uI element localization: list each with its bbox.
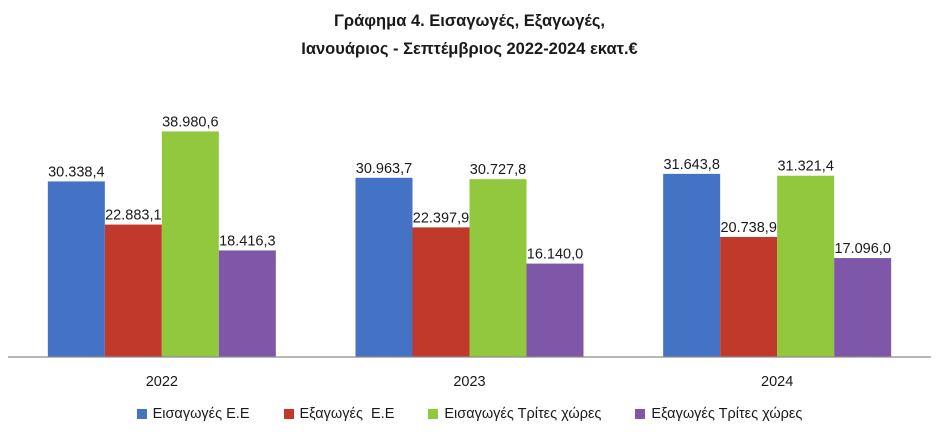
legend-label-3: Εισαγωγές Τρίτες χώρες	[444, 406, 602, 422]
legend-label-1: Εισαγωγές Ε.Ε	[152, 406, 250, 422]
data-label-2022-series-4: 18.416,3	[219, 233, 275, 249]
data-label-2022-series-3: 38.980,6	[162, 114, 218, 130]
data-label-2022-series-2: 22.883,1	[105, 208, 161, 224]
legend-swatch-4	[635, 409, 646, 419]
data-label-2024-series-3: 31.321,4	[777, 159, 833, 175]
legend-item-2: Εξαγωγές Ε.Ε	[283, 406, 395, 422]
legend-label-4: Εξαγωγές Τρίτες χώρες	[651, 406, 803, 422]
bar-2024-series-1	[663, 173, 721, 357]
data-label-2023-series-1: 30.963,7	[356, 161, 412, 177]
chart-subtitle: Ιανουάριος - Σεπτέμβριος 2022-2024 εκατ.…	[301, 40, 638, 58]
data-label-2024-series-4: 17.096,0	[834, 241, 890, 257]
bar-2023-series-3	[469, 179, 527, 357]
chart-title: Γράφημα 4. Εισαγωγές, Εξαγωγές,	[333, 12, 606, 30]
data-label-2022-series-1: 30.338,4	[48, 164, 104, 180]
bar-2023-series-1	[355, 177, 413, 357]
legend-item-4: Εξαγωγές Τρίτες χώρες	[635, 406, 802, 422]
legend-label-2: Εξαγωγές Ε.Ε	[299, 406, 395, 422]
legend: Εισαγωγές Ε.Ε Εξαγωγές Ε.Ε Εισαγωγές Τρίτε…	[0, 406, 939, 422]
bar-2022-series-1	[47, 181, 105, 357]
legend-item-3: Εισαγωγές Τρίτες χώρες	[428, 406, 601, 422]
data-label-2024-series-1: 31.643,8	[663, 157, 719, 173]
category-label-2024: 2024	[761, 374, 793, 390]
bar-2024-series-3	[777, 175, 835, 357]
legend-swatch-1	[136, 409, 147, 419]
bar-2024-series-4	[834, 258, 892, 357]
bar-2022-series-4	[218, 250, 276, 357]
category-label-2023: 2023	[453, 374, 485, 390]
legend-swatch-3	[428, 409, 439, 419]
legend-swatch-2	[283, 409, 294, 419]
legend-item-1: Εισαγωγές Ε.Ε	[136, 406, 250, 422]
bar-2023-series-4	[526, 263, 584, 357]
bar-2022-series-2	[104, 224, 162, 357]
data-label-2023-series-3: 30.727,8	[470, 162, 526, 178]
data-label-2023-series-2: 22.397,9	[413, 210, 469, 226]
data-label-2023-series-4: 16.140,0	[527, 247, 583, 263]
bar-2024-series-2	[720, 236, 778, 357]
category-label-2022: 2022	[146, 374, 178, 390]
data-label-2024-series-2: 20.738,9	[720, 220, 776, 236]
bar-2023-series-2	[412, 227, 470, 357]
bar-2022-series-3	[161, 131, 219, 357]
